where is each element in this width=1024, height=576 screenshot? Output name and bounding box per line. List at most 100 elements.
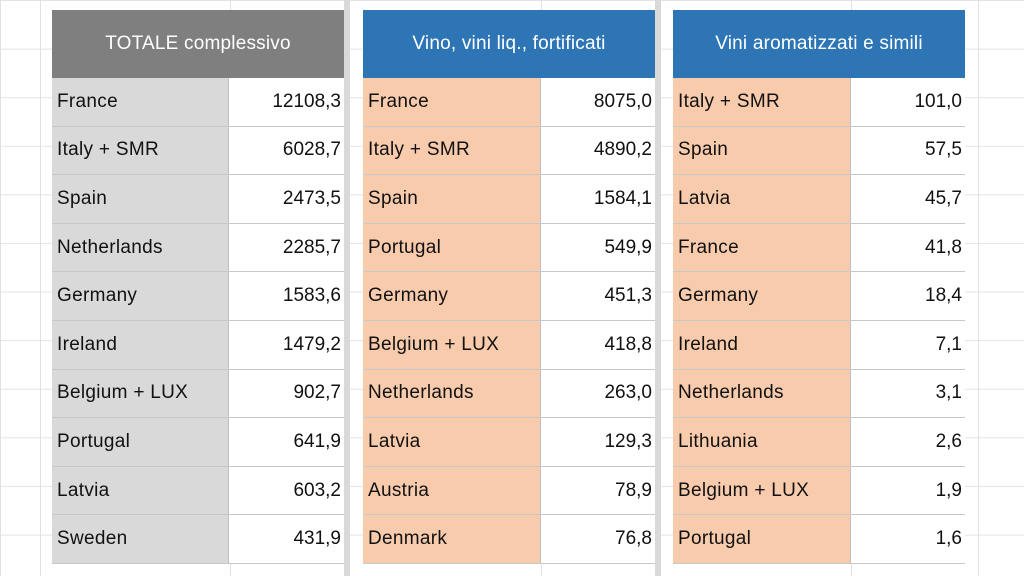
country-cell[interactable]: Spain <box>673 126 851 175</box>
value-cell[interactable]: 129,3 <box>541 418 655 466</box>
country-cell[interactable]: Ireland <box>673 320 851 369</box>
table-row: Latvia 129,3 <box>363 418 655 467</box>
table-row: Italy + SMR 6028,7 <box>52 126 344 176</box>
country-cell[interactable]: Germany <box>363 272 541 320</box>
value-cell[interactable]: 451,3 <box>541 272 655 320</box>
value-cell[interactable]: 6028,7 <box>229 126 344 175</box>
country-cell[interactable]: Netherlands <box>52 223 229 272</box>
value-cell[interactable]: 78,9 <box>541 466 655 515</box>
table-body: Italy + SMR 101,0 Spain 57,5 Latvia 45,7 Franc… <box>673 78 965 564</box>
grid-column-line <box>40 0 41 576</box>
table-body: France 12108,3 Italy + SMR 6028,7 Spain 2473,… <box>52 78 344 564</box>
country-cell[interactable]: Latvia <box>363 418 541 466</box>
table-row: Italy + SMR 101,0 <box>673 78 965 127</box>
value-cell[interactable]: 2285,7 <box>229 223 344 272</box>
table-row: Netherlands 3,1 <box>673 369 965 419</box>
country-cell[interactable]: Germany <box>673 272 851 320</box>
table-row: Denmark 76,8 <box>363 515 655 564</box>
country-cell[interactable]: France <box>673 223 851 272</box>
value-cell[interactable]: 57,5 <box>851 126 965 175</box>
grid-column-line <box>0 0 1 576</box>
value-cell[interactable]: 4890,2 <box>541 126 655 175</box>
table-row: France 8075,0 <box>363 78 655 127</box>
table-row: France 12108,3 <box>52 78 344 127</box>
country-cell[interactable]: France <box>363 78 541 126</box>
table-row: Belgium + LUX 1,9 <box>673 466 965 516</box>
value-cell[interactable]: 431,9 <box>229 515 344 563</box>
country-cell[interactable]: France <box>52 78 229 126</box>
country-cell[interactable]: Belgium + LUX <box>673 466 851 515</box>
table-vino: Vino, vini liq., fortificati France 8075,… <box>363 10 655 564</box>
value-cell[interactable]: 902,7 <box>229 369 344 418</box>
table-row: Portugal 549,9 <box>363 223 655 273</box>
table-totale: TOTALE complessivo France 12108,3 Italy + … <box>52 10 344 564</box>
table-body: France 8075,0 Italy + SMR 4890,2 Spain 1584,1… <box>363 78 655 564</box>
table-row: Latvia 603,2 <box>52 466 344 516</box>
value-cell[interactable]: 263,0 <box>541 369 655 418</box>
country-cell[interactable]: Netherlands <box>673 369 851 418</box>
table-row: Netherlands 2285,7 <box>52 223 344 273</box>
table-row: Portugal 1,6 <box>673 515 965 564</box>
table-row: Belgium + LUX 418,8 <box>363 320 655 370</box>
table-row: France 41,8 <box>673 223 965 273</box>
table-row: Lithuania 2,6 <box>673 418 965 467</box>
value-cell[interactable]: 101,0 <box>851 78 965 126</box>
value-cell[interactable]: 3,1 <box>851 369 965 418</box>
value-cell[interactable]: 603,2 <box>229 466 344 515</box>
table-header[interactable]: TOTALE complessivo <box>52 10 344 78</box>
table-row: Netherlands 263,0 <box>363 369 655 419</box>
value-cell[interactable]: 418,8 <box>541 320 655 369</box>
table-row: Spain 1584,1 <box>363 175 655 224</box>
value-cell[interactable]: 8075,0 <box>541 78 655 126</box>
table-row: Italy + SMR 4890,2 <box>363 126 655 176</box>
country-cell[interactable]: Belgium + LUX <box>52 369 229 418</box>
table-header[interactable]: Vino, vini liq., fortificati <box>363 10 655 78</box>
country-cell[interactable]: Austria <box>363 466 541 515</box>
country-cell[interactable]: Ireland <box>52 320 229 369</box>
country-cell[interactable]: Latvia <box>673 175 851 223</box>
value-cell[interactable]: 76,8 <box>541 515 655 563</box>
value-cell[interactable]: 12108,3 <box>229 78 344 126</box>
value-cell[interactable]: 1584,1 <box>541 175 655 223</box>
table-row: Spain 2473,5 <box>52 175 344 224</box>
country-cell[interactable]: Sweden <box>52 515 229 563</box>
value-cell[interactable]: 2473,5 <box>229 175 344 223</box>
country-cell[interactable]: Italy + SMR <box>673 78 851 126</box>
country-cell[interactable]: Portugal <box>673 515 851 563</box>
country-cell[interactable]: Belgium + LUX <box>363 320 541 369</box>
country-cell[interactable]: Latvia <box>52 466 229 515</box>
country-cell[interactable]: Italy + SMR <box>52 126 229 175</box>
value-cell[interactable]: 549,9 <box>541 223 655 272</box>
table-row: Austria 78,9 <box>363 466 655 516</box>
country-cell[interactable]: Denmark <box>363 515 541 563</box>
table-row: Spain 57,5 <box>673 126 965 176</box>
value-cell[interactable]: 45,7 <box>851 175 965 223</box>
country-cell[interactable]: Spain <box>363 175 541 223</box>
column-separator <box>344 0 350 576</box>
country-cell[interactable]: Portugal <box>52 418 229 466</box>
table-row: Germany 18,4 <box>673 272 965 321</box>
table-header[interactable]: Vini aromatizzati e simili <box>673 10 965 78</box>
table-row: Germany 451,3 <box>363 272 655 321</box>
country-cell[interactable]: Netherlands <box>363 369 541 418</box>
value-cell[interactable]: 41,8 <box>851 223 965 272</box>
country-cell[interactable]: Lithuania <box>673 418 851 466</box>
table-row: Ireland 1479,2 <box>52 320 344 370</box>
value-cell[interactable]: 2,6 <box>851 418 965 466</box>
table-row: Germany 1583,6 <box>52 272 344 321</box>
value-cell[interactable]: 18,4 <box>851 272 965 320</box>
value-cell[interactable]: 641,9 <box>229 418 344 466</box>
value-cell[interactable]: 1583,6 <box>229 272 344 320</box>
country-cell[interactable]: Germany <box>52 272 229 320</box>
country-cell[interactable]: Spain <box>52 175 229 223</box>
value-cell[interactable]: 1,9 <box>851 466 965 515</box>
table-row: Sweden 431,9 <box>52 515 344 564</box>
table-vini-aromatizzati: Vini aromatizzati e simili Italy + SMR 10… <box>673 10 965 564</box>
table-row: Latvia 45,7 <box>673 175 965 224</box>
column-separator <box>655 0 661 576</box>
value-cell[interactable]: 1479,2 <box>229 320 344 369</box>
value-cell[interactable]: 1,6 <box>851 515 965 563</box>
country-cell[interactable]: Italy + SMR <box>363 126 541 175</box>
value-cell[interactable]: 7,1 <box>851 320 965 369</box>
country-cell[interactable]: Portugal <box>363 223 541 272</box>
